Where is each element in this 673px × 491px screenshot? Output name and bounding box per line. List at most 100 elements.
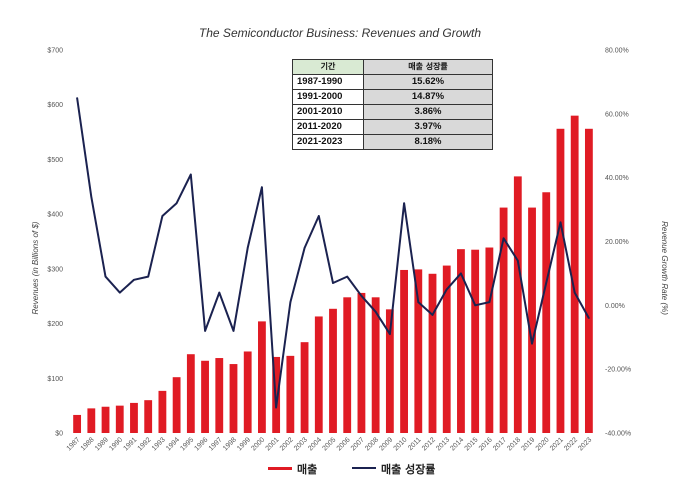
growth-rate-point (133, 279, 135, 281)
growth-rate-point (588, 317, 590, 319)
x-tick-label: 2013 (435, 436, 451, 452)
x-tick-label: 2020 (535, 436, 551, 452)
table-cell-period: 1991-2000 (292, 89, 364, 105)
revenue-bar (457, 249, 465, 433)
x-tick-label: 1995 (179, 436, 195, 452)
revenue-bar (414, 269, 423, 433)
x-tick-label: 1989 (94, 436, 110, 452)
x-tick-label: 2011 (407, 436, 423, 452)
table-row: 2011-2020 3.97% (292, 119, 493, 135)
growth-rate-point (531, 342, 533, 345)
x-tick-label: 1998 (222, 436, 238, 452)
revenue-bar (357, 292, 366, 433)
x-tick-label: 1993 (151, 436, 167, 452)
x-tick-label: 2012 (421, 436, 437, 452)
growth-rate-point (573, 291, 576, 294)
growth-rate-point (161, 215, 164, 217)
revenue-bar (115, 405, 124, 433)
growth-summary-table: 기간 매출 성장률 1987-1990 15.62% 1991-2000 14.… (292, 59, 493, 150)
growth-rate-point (218, 291, 221, 294)
growth-rate-point (232, 330, 235, 332)
x-tick-label: 1999 (236, 436, 252, 452)
y2-tick-label: 80.00% (605, 48, 629, 55)
x-tick-label: 2008 (364, 436, 380, 452)
revenue-bar (172, 377, 181, 433)
x-tick-label: 1988 (80, 436, 96, 452)
growth-rate-point (417, 301, 420, 303)
y-tick-label: $200 (47, 321, 63, 328)
growth-rate-point (474, 304, 476, 307)
growth-rate-point (317, 215, 320, 217)
growth-rate-point (303, 247, 306, 249)
revenue-bar (471, 249, 480, 433)
legend-label-growth: 매출 성장률 (381, 462, 435, 476)
table-cell-rate: 14.87% (363, 89, 493, 105)
growth-rate-point (204, 330, 206, 332)
growth-rate-point (517, 259, 519, 262)
legend: 매출 매출 성장률 (268, 462, 435, 476)
table-cell-rate: 15.62% (363, 74, 493, 90)
growth-rate-point (360, 294, 363, 297)
y-tick-label: $600 (47, 102, 63, 109)
x-tick-label: 1996 (194, 436, 210, 452)
revenue-bar (158, 390, 167, 433)
y-tick-label: $500 (47, 157, 63, 164)
x-tick-label: 2016 (478, 436, 494, 452)
y-tick-label: $0 (55, 431, 63, 438)
growth-rate-point (545, 282, 548, 284)
growth-rate-point (261, 186, 263, 189)
x-tick-label: 2022 (563, 436, 579, 452)
revenue-bar (528, 207, 536, 433)
x-tick-label: 2002 (279, 436, 295, 452)
table-row: 1991-2000 14.87% (292, 89, 493, 105)
table-row: 1987-1990 15.62% (292, 74, 493, 90)
table-cell-period: 2021-2023 (292, 134, 364, 150)
revenue-bar (130, 402, 138, 433)
x-tick-label: 2023 (577, 436, 593, 452)
x-tick-label: 2014 (449, 436, 465, 452)
growth-rate-point (445, 288, 448, 291)
x-tick-label: 1990 (108, 436, 124, 452)
revenue-bar (556, 128, 565, 433)
revenue-bar (87, 408, 96, 433)
revenue-bar (400, 269, 408, 433)
table-cell-rate: 3.86% (363, 104, 493, 120)
x-tick-label: 2004 (307, 436, 323, 452)
revenue-bar (186, 354, 195, 433)
y2-tick-label: -20.00% (605, 367, 631, 374)
revenue-bar (343, 297, 352, 433)
y2-tick-label: 20.00% (605, 239, 629, 246)
x-tick-label: 2007 (350, 436, 366, 452)
x-tick-label: 2010 (393, 436, 409, 452)
y-tick-label: $700 (47, 48, 63, 55)
x-tick-label: 1997 (208, 436, 224, 452)
growth-rate-point (275, 406, 277, 409)
growth-rate-point (403, 202, 405, 204)
growth-rate-point (175, 202, 178, 204)
growth-rate-point (90, 196, 93, 198)
x-tick-label: 2018 (506, 436, 522, 452)
revenue-bar (485, 247, 494, 433)
right-axis-title: Revenue Growth Rate (%) (660, 221, 669, 315)
left-axis-ticks: $0 $100 $200 $300 $400 $500 $600 $700 (47, 48, 63, 438)
table-cell-period: 2001-2010 (292, 104, 364, 120)
table-row: 2021-2023 8.18% (292, 134, 493, 150)
revenue-bar (201, 360, 209, 433)
growth-rate-point (346, 275, 349, 278)
x-tick-label: 1992 (137, 436, 153, 452)
growth-rate-point (332, 282, 334, 284)
x-tick-label: 2005 (321, 436, 337, 452)
legend-label-revenue: 매출 (297, 462, 317, 476)
y-tick-label: $400 (47, 212, 63, 219)
revenue-bar (499, 207, 508, 433)
y2-tick-label: -40.00% (605, 431, 631, 438)
revenue-bar (442, 265, 451, 433)
x-axis-ticks: 1987198819891990199119921993199419951996… (66, 436, 594, 452)
revenue-bar (300, 342, 309, 433)
revenue-bar (584, 128, 593, 433)
growth-rate-point (246, 247, 249, 249)
growth-rate-point (431, 314, 434, 316)
growth-rate-point (104, 275, 107, 278)
table-cell-rate: 8.18% (363, 134, 493, 150)
x-tick-label: 2019 (520, 436, 536, 452)
